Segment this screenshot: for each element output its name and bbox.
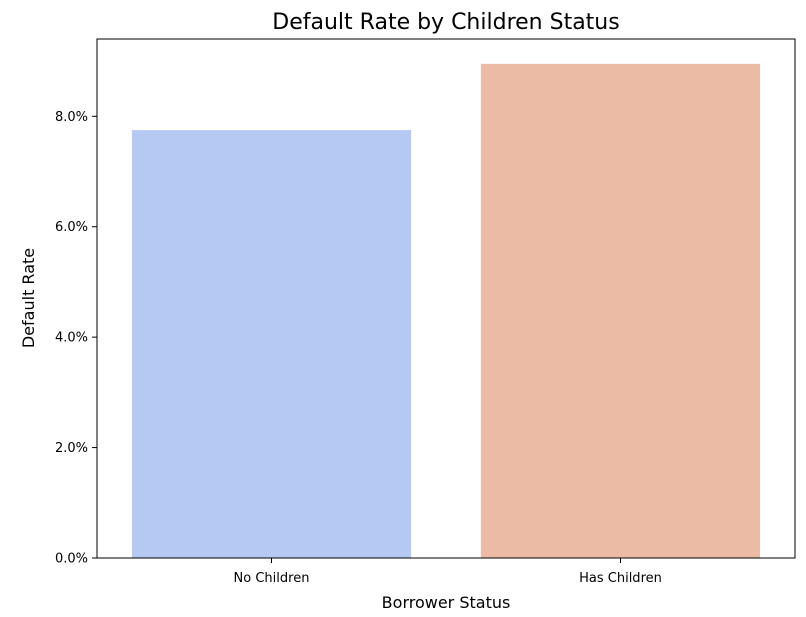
y-axis-label: Default Rate bbox=[19, 248, 38, 348]
x-axis-label: Borrower Status bbox=[382, 593, 511, 612]
chart-title: Default Rate by Children Status bbox=[272, 10, 619, 35]
x-tick-label: Has Children bbox=[579, 571, 662, 586]
plot-area bbox=[131, 63, 761, 559]
plot-frame bbox=[96, 38, 796, 559]
y-tick-label: 2.0% bbox=[55, 441, 88, 456]
bar-no-children bbox=[131, 130, 412, 558]
y-tick-label: 0.0% bbox=[55, 552, 88, 567]
x-tick-label: No Children bbox=[234, 571, 310, 586]
x-axis: No Children Has Children bbox=[234, 558, 662, 586]
y-tick-label: 4.0% bbox=[55, 331, 88, 346]
y-tick-label: 8.0% bbox=[55, 110, 88, 125]
bar-has-children bbox=[480, 63, 761, 559]
y-axis: 0.0% 2.0% 4.0% 6.0% 8.0% bbox=[55, 110, 97, 567]
y-tick-label: 6.0% bbox=[55, 220, 88, 235]
